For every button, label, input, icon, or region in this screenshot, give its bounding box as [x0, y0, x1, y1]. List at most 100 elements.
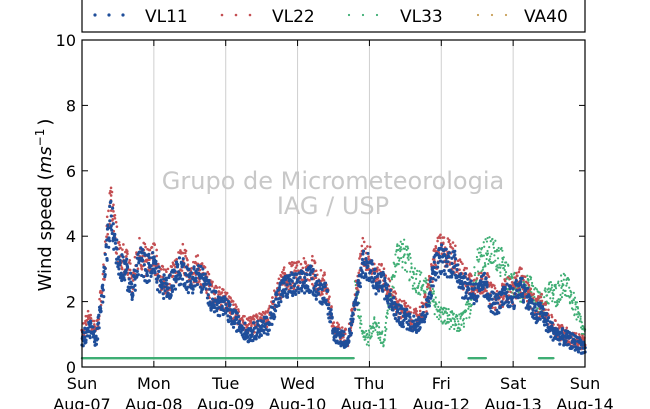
- vl11-point-1429: [546, 316, 551, 320]
- vl22-point-1009: [410, 322, 413, 326]
- vl33-point-441: [497, 249, 500, 252]
- vl11-point-106: [115, 238, 119, 242]
- vl11-point-1440: [550, 326, 554, 331]
- vl33-point-421: [491, 238, 494, 241]
- vl22-point-939: [387, 277, 390, 280]
- vl33-point-51: [370, 335, 373, 338]
- vl11-point-482: [237, 319, 242, 323]
- vl11-point-1377: [529, 301, 534, 305]
- vl33-point-187: [414, 289, 418, 292]
- vl11-point-718: [314, 290, 318, 294]
- vl22-point-101: [113, 217, 117, 220]
- vl33-point-77: [379, 338, 382, 342]
- vl33-point-431: [494, 259, 497, 262]
- vl11-point-582: [270, 322, 274, 326]
- vl11-point-1127: [447, 251, 452, 255]
- vl11-point-625: [284, 287, 288, 291]
- vl33-point-335: [462, 325, 466, 328]
- vl33-point-315: [456, 317, 459, 320]
- legend-marker-vl33-1: [361, 13, 365, 17]
- vl11-point-1143: [453, 253, 457, 257]
- vl22-point-1178: [465, 267, 468, 270]
- vl22-point-1258: [491, 306, 494, 309]
- x-tick-date-7: Aug-14: [556, 395, 613, 409]
- vl33-point-655: [567, 278, 570, 281]
- vl22-point-919: [380, 262, 383, 266]
- vl11-point-51: [97, 321, 101, 325]
- vl33-point-440: [497, 246, 500, 250]
- vl11-point-935: [385, 297, 389, 301]
- vl11-point-1045: [421, 310, 425, 315]
- vl11-point-86: [108, 219, 112, 223]
- x-tick-day-3: Wed: [280, 374, 315, 393]
- vl11-point-682: [303, 276, 307, 280]
- vl33-point-262: [439, 311, 442, 314]
- vl11-point-675: [300, 289, 304, 293]
- vl11-point-108: [115, 247, 119, 251]
- vl33-point-671: [572, 291, 575, 294]
- vl22-point-319: [184, 249, 188, 253]
- vl22-point-1347: [520, 267, 523, 271]
- vl22-point-126: [122, 243, 125, 246]
- vl11-point-99: [112, 247, 116, 251]
- vl11-point-654: [294, 292, 298, 297]
- vl11-point-1403: [538, 317, 542, 321]
- vl11-point-1116: [444, 247, 448, 251]
- vl33-point-254: [437, 305, 440, 308]
- vl11-point-1135: [450, 261, 454, 266]
- vl22-point-719: [314, 269, 318, 273]
- vl11-point-754: [326, 312, 330, 316]
- y-label-suffix: ): [35, 119, 56, 126]
- vl11-point-686: [304, 278, 308, 283]
- legend-marker-vl22-2: [248, 13, 252, 17]
- vl11-point-157: [131, 293, 135, 297]
- vl33-point-202: [420, 271, 423, 274]
- y-tick-label-1: 2: [66, 293, 76, 312]
- vl11-point-607: [278, 296, 282, 300]
- vl33-point-197: [417, 291, 420, 294]
- vl22-point-457: [229, 296, 232, 300]
- vl11-point-543: [257, 335, 261, 339]
- vl33-point-100: [386, 309, 389, 312]
- y-tick-label-3: 6: [66, 162, 76, 181]
- vl11-point-896: [372, 271, 377, 275]
- vl22-point-431: [220, 291, 224, 294]
- vl22-point-124: [121, 248, 124, 251]
- vl22-point-136: [125, 254, 128, 258]
- vl22-point-882: [368, 245, 372, 249]
- vl33-point-430: [494, 239, 497, 242]
- vl11-point-961: [393, 316, 397, 321]
- vl33-point-593: [547, 302, 550, 305]
- vl22-point-962: [394, 297, 398, 301]
- vl33-point-367: [473, 273, 476, 277]
- vl11-point-962: [394, 312, 398, 317]
- x-tick-date-1: Aug-08: [125, 395, 182, 409]
- vl33-point-252: [436, 315, 439, 319]
- vl33-point-185: [413, 267, 416, 270]
- vl22-point-1126: [448, 263, 452, 266]
- vl11-point-95: [111, 206, 115, 210]
- vl11-point-819: [347, 339, 351, 343]
- vl22-point-146: [128, 259, 132, 262]
- vl33-point-621: [556, 303, 559, 306]
- vl33-point-196: [417, 282, 421, 285]
- vl22-point-619: [282, 268, 285, 272]
- vl22-point-697: [308, 279, 311, 282]
- vl33-point-669: [571, 308, 575, 311]
- vl11-point-1144: [453, 257, 458, 261]
- vl11-point-8: [83, 335, 87, 339]
- vl33-point-606: [552, 297, 555, 300]
- vl11-point-507: [245, 334, 249, 338]
- vl33-point-287: [447, 308, 450, 311]
- vl11-point-1167: [461, 282, 465, 286]
- vl33-point-83: [380, 332, 383, 335]
- vl33-point-278: [444, 310, 447, 313]
- vl33-point-256: [437, 318, 440, 321]
- vl11-point-357: [196, 264, 201, 268]
- vl11-point-477: [235, 311, 239, 315]
- vl11-point-656: [294, 288, 298, 293]
- vl22-point-1005: [408, 306, 412, 309]
- vl22-point-765: [330, 306, 333, 309]
- vl11-point-1004: [408, 315, 412, 319]
- vl11-point-1179: [465, 282, 469, 286]
